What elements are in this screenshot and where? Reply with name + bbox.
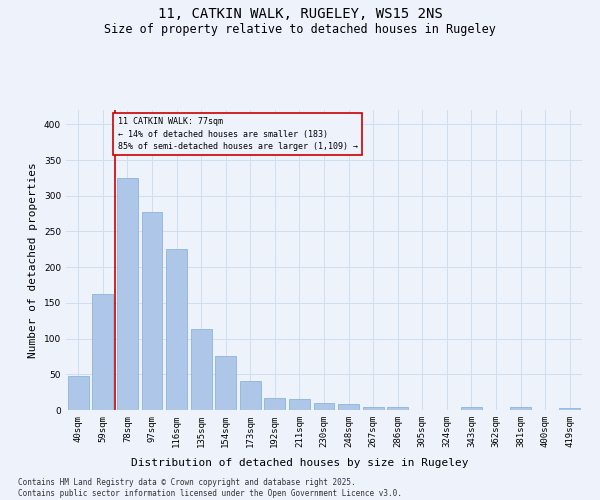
- Bar: [387, 407, 408, 410]
- Text: Size of property relative to detached houses in Rugeley: Size of property relative to detached ho…: [104, 22, 496, 36]
- Bar: [215, 356, 236, 410]
- Text: 11, CATKIN WALK, RUGELEY, WS15 2NS: 11, CATKIN WALK, RUGELEY, WS15 2NS: [158, 8, 442, 22]
- Bar: [289, 400, 310, 410]
- Bar: [314, 403, 334, 410]
- Bar: [92, 294, 113, 410]
- Bar: [240, 382, 261, 410]
- Bar: [68, 376, 89, 410]
- Y-axis label: Number of detached properties: Number of detached properties: [28, 162, 38, 358]
- Bar: [166, 250, 187, 410]
- Bar: [142, 212, 163, 410]
- Bar: [362, 407, 383, 410]
- Bar: [559, 408, 580, 410]
- Bar: [265, 398, 286, 410]
- Bar: [510, 407, 531, 410]
- Bar: [338, 404, 359, 410]
- Text: 11 CATKIN WALK: 77sqm
← 14% of detached houses are smaller (183)
85% of semi-det: 11 CATKIN WALK: 77sqm ← 14% of detached …: [118, 117, 358, 151]
- Bar: [117, 178, 138, 410]
- Text: Distribution of detached houses by size in Rugeley: Distribution of detached houses by size …: [131, 458, 469, 468]
- Text: Contains HM Land Registry data © Crown copyright and database right 2025.
Contai: Contains HM Land Registry data © Crown c…: [18, 478, 402, 498]
- Bar: [461, 407, 482, 410]
- Bar: [191, 330, 212, 410]
